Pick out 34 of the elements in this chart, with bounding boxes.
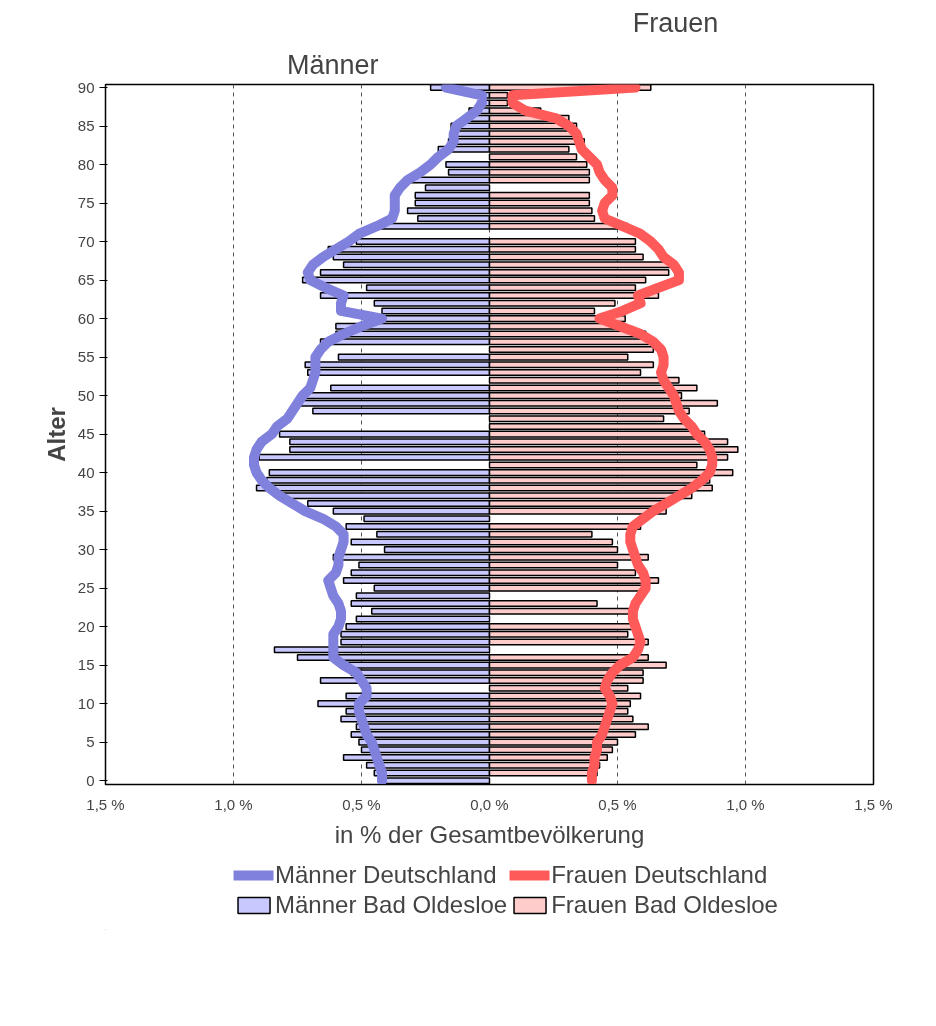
x-tick-label: 1,0 % — [214, 795, 253, 813]
x-tick-label: 1,5 % — [86, 795, 125, 813]
text: Männer — [287, 49, 379, 80]
y-tick-label: 90 — [77, 78, 95, 96]
y-tick-label: 5 — [86, 733, 95, 751]
y-tick-label: 35 — [77, 502, 95, 520]
x-tick-label: 0,5 % — [598, 795, 637, 813]
y-axis-title: Alter — [42, 407, 70, 462]
y-tick-label: 80 — [77, 155, 95, 173]
y-tick-label: 40 — [77, 463, 95, 481]
text: Frauen — [632, 7, 719, 38]
y-tick-label: 10 — [77, 694, 95, 712]
x-tick-label: 0,5 % — [342, 795, 381, 813]
y-tick-label: 20 — [77, 617, 95, 635]
x-tick-label: 0,0 % — [470, 795, 509, 813]
y-tick-label: 50 — [77, 386, 95, 404]
y-tick-label: 85 — [77, 117, 95, 135]
x-axis-title: in % der Gesamtbevölkerung — [334, 820, 645, 848]
y-tick-label: 25 — [77, 579, 95, 597]
x-tick-label: 1,5 % — [854, 795, 893, 813]
y-tick-label: 30 — [77, 540, 95, 558]
y-tick-label: 15 — [77, 656, 95, 674]
legend-label: Männer Deutschland — [275, 861, 497, 889]
x-tick-label: 1,0 % — [726, 795, 765, 813]
y-tick-label: 55 — [77, 348, 95, 366]
y-tick-label: 75 — [77, 194, 95, 212]
legend-label: Frauen Deutschland — [551, 861, 768, 889]
y-tick-label: 0 — [86, 771, 95, 789]
y-tick-label: 60 — [77, 309, 95, 327]
y-tick-label: 45 — [77, 425, 95, 443]
y-tick-label: 65 — [77, 271, 95, 289]
legend-label: Frauen Bad Oldesloe — [551, 891, 778, 919]
legend-label: Männer Bad Oldesloe — [275, 891, 508, 919]
y-tick-label: 70 — [77, 232, 95, 250]
